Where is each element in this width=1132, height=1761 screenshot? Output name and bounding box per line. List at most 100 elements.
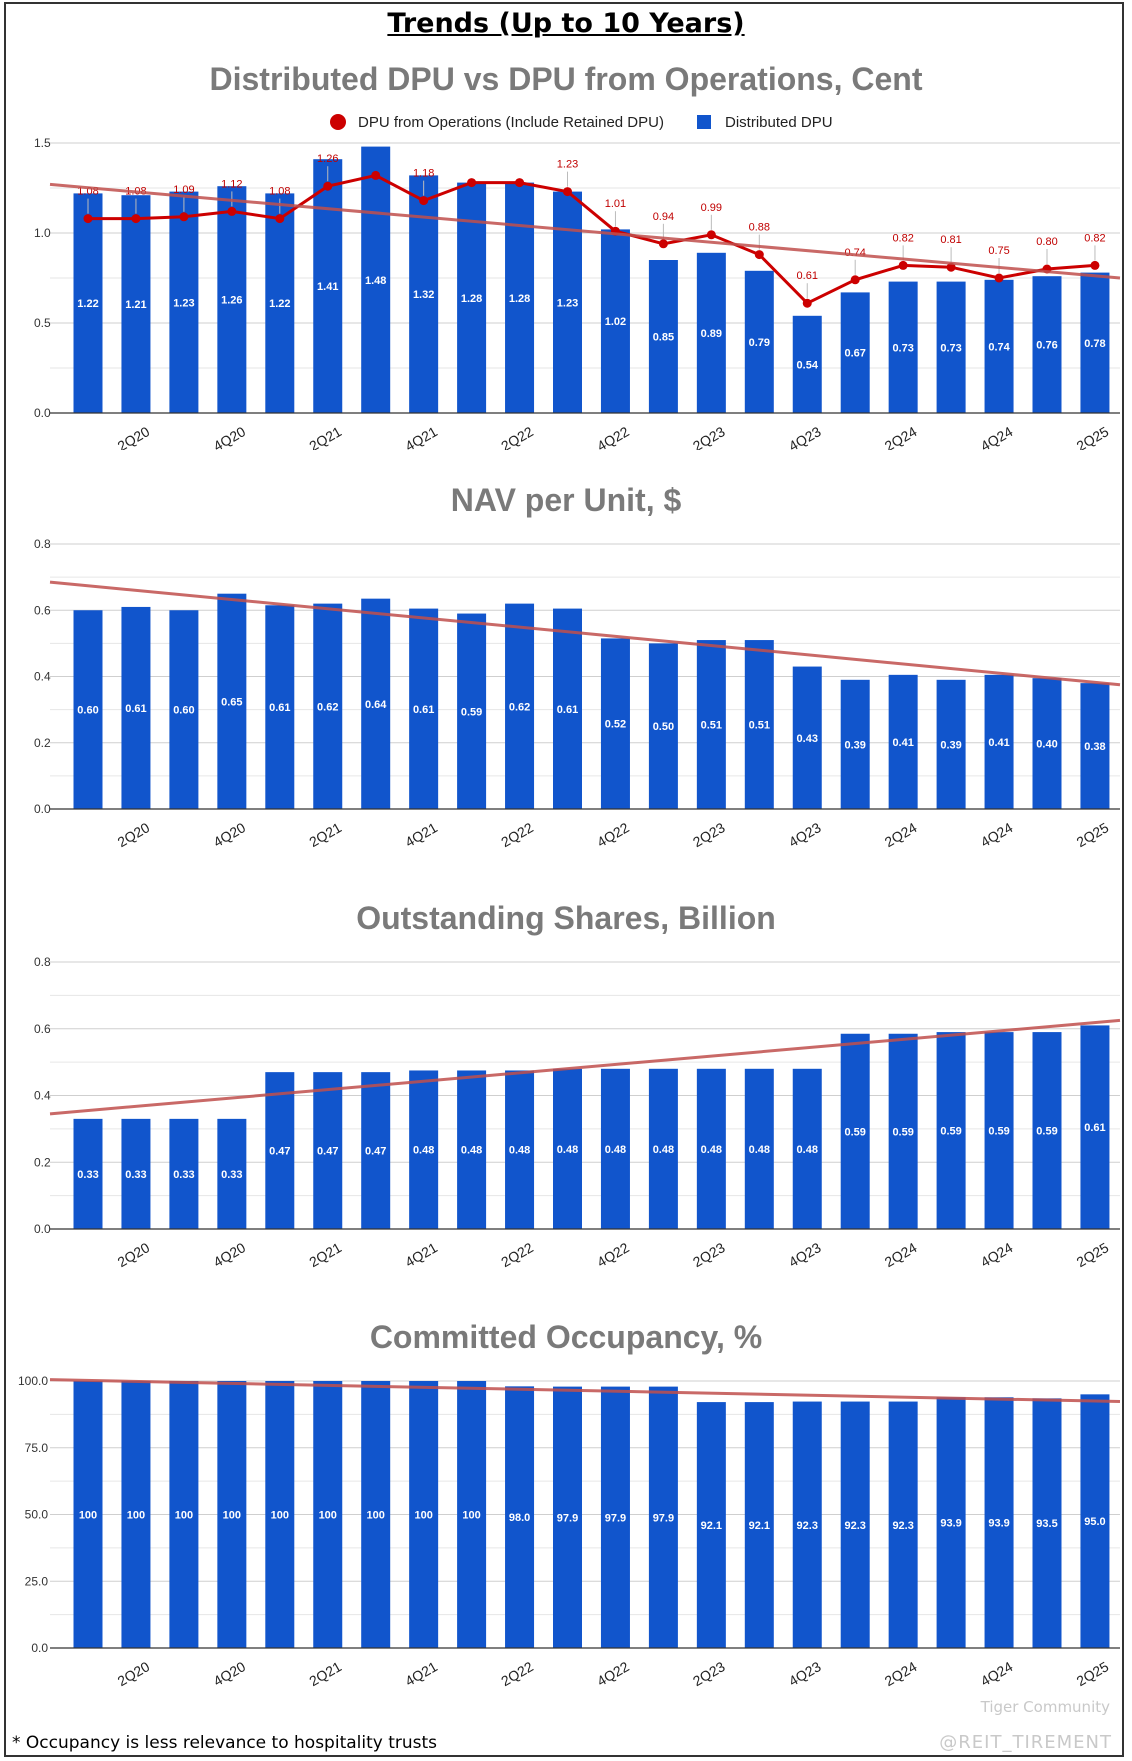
bar-value-label: 0.48 (557, 1144, 578, 1156)
line-value-label: 1.09 (173, 184, 194, 196)
x-tick-label: 2Q21 (306, 1239, 344, 1270)
bar (936, 1397, 966, 1648)
bar-value-label: 0.61 (269, 702, 290, 714)
x-tick-label: 4Q20 (211, 423, 249, 450)
x-tick-label: 2Q23 (690, 1239, 728, 1270)
line-point (898, 260, 908, 270)
x-tick-label: 4Q23 (786, 1239, 824, 1270)
bar (505, 1070, 535, 1229)
bar (888, 1033, 918, 1229)
bar-value-label: 0.67 (844, 348, 865, 360)
bar (888, 1401, 918, 1648)
x-tick-label: 2Q23 (690, 423, 728, 450)
x-tick-label: 2Q20 (115, 1239, 153, 1270)
bar (409, 608, 439, 809)
bar (696, 1402, 726, 1648)
bar-value-label: 0.33 (221, 1169, 242, 1181)
bar (169, 610, 199, 809)
bar (1032, 276, 1062, 413)
bar-value-label: 0.50 (653, 721, 674, 733)
bar (313, 1381, 343, 1648)
bar (121, 1118, 151, 1229)
bar (265, 605, 295, 809)
bar-value-label: 0.41 (988, 737, 1009, 749)
x-tick-label: 2Q21 (306, 819, 344, 850)
x-tick-label: 4Q22 (594, 423, 632, 450)
bar (600, 638, 630, 809)
bar-value-label: 0.52 (605, 719, 626, 731)
x-tick-label: 2Q22 (498, 819, 536, 850)
bar-value-label: 0.47 (269, 1146, 290, 1158)
bar-value-label: 95.0 (1084, 1516, 1105, 1528)
bar (696, 1068, 726, 1229)
y-tick-label: 0.0 (34, 1222, 51, 1236)
bar (840, 292, 870, 413)
bar (121, 195, 151, 413)
bar (73, 193, 103, 413)
y-tick-label: 0.6 (34, 1022, 51, 1036)
bar-value-label: 0.41 (892, 737, 913, 749)
bar-value-label: 0.39 (844, 739, 865, 751)
bar-value-label: 0.64 (365, 699, 387, 711)
x-tick-label: 2Q20 (115, 423, 153, 450)
bar (1032, 1032, 1062, 1229)
bar-value-label: 92.3 (797, 1520, 818, 1532)
y-tick-label: 0.0 (34, 406, 51, 420)
x-tick-label: 4Q23 (786, 423, 824, 450)
bar (121, 606, 151, 809)
x-tick-label: 4Q24 (978, 423, 1016, 450)
line-value-label: 1.18 (413, 168, 434, 180)
bar-value-label: 1.02 (605, 316, 626, 328)
bar-value-label: 98.0 (509, 1512, 530, 1524)
y-tick-label: 0.6 (34, 603, 51, 617)
bar-value-label: 100 (367, 1510, 385, 1522)
bar-value-label: 0.78 (1084, 338, 1105, 350)
bar (648, 1386, 678, 1648)
line-point (419, 196, 429, 206)
bar (1080, 1394, 1110, 1648)
x-tick-label: 4Q21 (402, 819, 440, 850)
bar-value-label: 0.62 (317, 701, 338, 713)
y-tick-label: 0.8 (34, 537, 51, 551)
bar-value-label: 0.54 (797, 359, 819, 371)
bar-value-label: 1.21 (125, 299, 146, 311)
bar (217, 593, 247, 809)
bar (217, 1381, 247, 1648)
chart-title: NAV per Unit, $ (451, 482, 682, 518)
line-value-label: 1.01 (605, 198, 626, 210)
bar (265, 1072, 295, 1229)
bar-value-label: 0.59 (988, 1126, 1009, 1138)
y-tick-label: 0.4 (34, 1089, 51, 1103)
bar (553, 608, 582, 809)
bar (217, 1118, 247, 1229)
bar (409, 1381, 439, 1648)
bar (984, 1032, 1014, 1229)
x-tick-label: 2Q23 (690, 819, 728, 850)
bar-value-label: 0.48 (509, 1145, 530, 1157)
bar-value-label: 0.74 (988, 341, 1010, 353)
line-point (371, 170, 381, 180)
bar (505, 182, 535, 413)
line-value-label: 0.82 (1084, 232, 1105, 244)
bar (648, 1068, 678, 1229)
bar-value-label: 92.1 (749, 1520, 770, 1532)
bar-value-label: 0.48 (797, 1144, 818, 1156)
x-tick-label: 4Q21 (402, 1658, 440, 1689)
bar-value-label: 0.33 (77, 1169, 98, 1181)
bar (936, 281, 966, 413)
x-tick-label: 2Q24 (882, 1658, 920, 1689)
nav-chart: NAV per Unit, $ 0.0 0.2 0.4 0.6 0.8 0.60 0.61 0.… (34, 482, 1121, 850)
bar-value-label: 0.59 (461, 706, 482, 718)
trend-line (49, 580, 1121, 687)
bar (313, 1072, 343, 1229)
bar-value-label: 1.41 (317, 281, 338, 293)
occupancy-chart: Committed Occupancy, % 0.0 25.0 50.0 75.0 100… (18, 1319, 1121, 1689)
bar-value-label: 0.47 (365, 1146, 386, 1158)
bar (361, 1381, 391, 1648)
y-tick-label: 1.0 (34, 226, 51, 240)
bar-value-label: 0.33 (125, 1169, 146, 1181)
line-value-label: 1.12 (221, 178, 242, 190)
bar (600, 1068, 630, 1229)
line-point (83, 214, 93, 224)
bar-value-label: 0.48 (413, 1145, 434, 1157)
